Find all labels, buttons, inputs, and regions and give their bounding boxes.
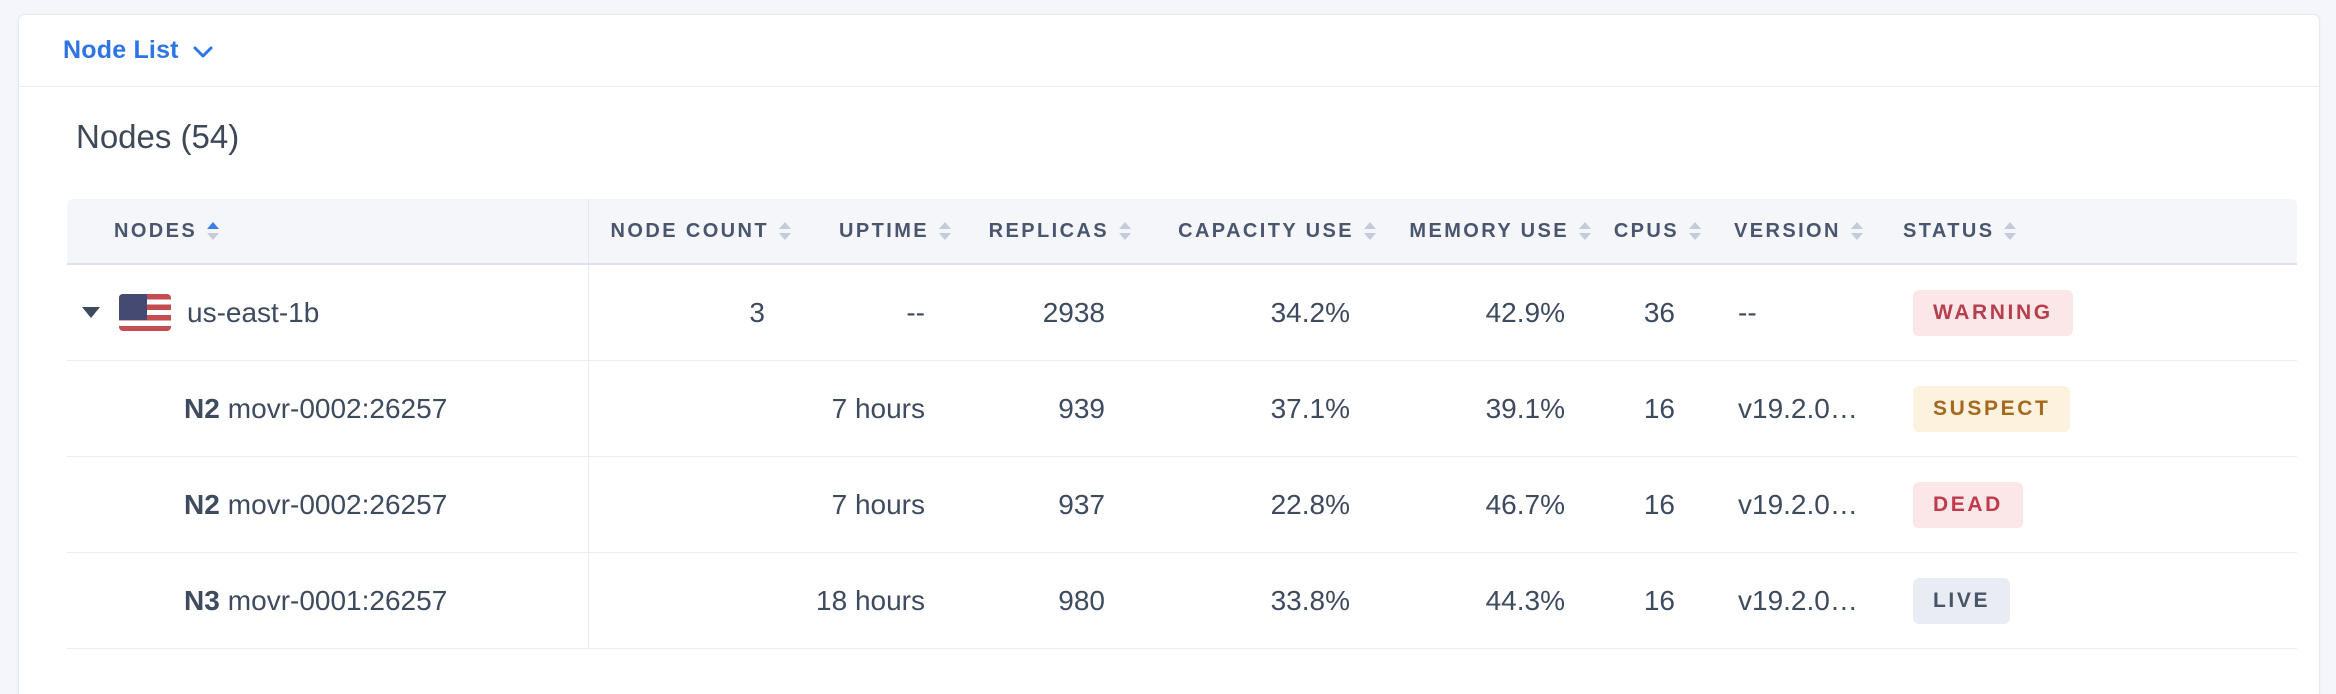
cell-uptime: 18 hours bbox=[816, 584, 925, 616]
column-header-nodes[interactable]: NODES bbox=[67, 199, 589, 263]
node-id: N3 bbox=[184, 584, 220, 616]
table-row-region: us-east-1b 3 -- 2938 34.2% 42.9% 36 -- W… bbox=[67, 265, 2297, 361]
cell-version: -- bbox=[1738, 296, 1757, 328]
column-header-node-count[interactable]: NODE COUNT bbox=[589, 199, 791, 263]
column-label: UPTIME bbox=[839, 219, 929, 242]
collapse-caret-icon[interactable] bbox=[82, 307, 100, 318]
cell-status: WARNING bbox=[1891, 265, 2297, 360]
cell-capacity-use: 33.8% bbox=[1270, 584, 1350, 616]
table-row-node: N3 movr-0001:26257 18 hours 980 33.8% 44… bbox=[67, 553, 2297, 649]
node-address: movr-0002:26257 bbox=[227, 488, 448, 520]
sort-icon[interactable] bbox=[207, 222, 220, 240]
cell-capacity-use: 37.1% bbox=[1270, 392, 1350, 424]
cell-node-count: 3 bbox=[749, 296, 765, 328]
sort-icon[interactable] bbox=[2004, 222, 2017, 240]
nodes-table: NODES NODE COUNT UPTIME REPLICAS CAPACIT… bbox=[67, 199, 2297, 649]
column-header-uptime[interactable]: UPTIME bbox=[791, 199, 951, 263]
region-name: us-east-1b bbox=[187, 296, 320, 328]
cell-version: v19.2.0… bbox=[1738, 392, 1858, 424]
cell-uptime: -- bbox=[906, 296, 925, 328]
status-badge: LIVE bbox=[1913, 577, 2011, 624]
cell-cpus: 16 bbox=[1643, 584, 1675, 616]
page-title: Nodes (54) bbox=[76, 118, 240, 155]
sort-icon[interactable] bbox=[1364, 222, 1376, 240]
status-badge: DEAD bbox=[1913, 481, 2023, 528]
table-row-node: N2 movr-0002:26257 7 hours 937 22.8% 46.… bbox=[67, 457, 2297, 553]
cell-status: SUSPECT bbox=[1891, 361, 2297, 456]
cell-cpus: 16 bbox=[1643, 488, 1675, 520]
cell-version: v19.2.0… bbox=[1738, 488, 1858, 520]
sort-icon[interactable] bbox=[1579, 222, 1591, 240]
column-header-capacity-use[interactable]: CAPACITY USE bbox=[1131, 199, 1376, 263]
sort-icon[interactable] bbox=[1689, 222, 1701, 240]
cell-node-count bbox=[589, 361, 791, 456]
cell-cpus: 36 bbox=[1643, 296, 1675, 328]
column-header-memory-use[interactable]: MEMORY USE bbox=[1376, 199, 1591, 263]
cell-memory-use: 42.9% bbox=[1485, 296, 1565, 328]
node-list-card: Node List Nodes (54) NODES NODE COUNT UP… bbox=[18, 14, 2320, 694]
cell-uptime: 7 hours bbox=[831, 488, 925, 520]
sort-icon[interactable] bbox=[779, 222, 791, 240]
breadcrumb: Node List bbox=[19, 15, 2319, 87]
cell-region-name: us-east-1b bbox=[67, 265, 589, 360]
cell-node-name: N3 movr-0001:26257 bbox=[67, 553, 589, 648]
column-header-replicas[interactable]: REPLICAS bbox=[951, 199, 1131, 263]
cell-memory-use: 44.3% bbox=[1485, 584, 1565, 616]
cell-uptime: 7 hours bbox=[831, 392, 925, 424]
cell-version: v19.2.0… bbox=[1738, 584, 1858, 616]
cell-memory-use: 46.7% bbox=[1485, 488, 1565, 520]
column-label: STATUS bbox=[1903, 219, 1995, 242]
cell-capacity-use: 34.2% bbox=[1270, 296, 1350, 328]
status-badge: SUSPECT bbox=[1913, 385, 2071, 432]
cell-node-count bbox=[589, 553, 791, 648]
cell-cpus: 16 bbox=[1643, 392, 1675, 424]
cell-replicas: 939 bbox=[1058, 392, 1105, 424]
breadcrumb-label: Node List bbox=[63, 36, 179, 64]
cell-node-name: N2 movr-0002:26257 bbox=[67, 457, 589, 552]
column-label: NODES bbox=[114, 219, 198, 242]
column-label: CAPACITY USE bbox=[1178, 219, 1354, 242]
cell-replicas: 980 bbox=[1058, 584, 1105, 616]
column-header-version[interactable]: VERSION bbox=[1701, 199, 1891, 263]
cell-replicas: 2938 bbox=[1042, 296, 1105, 328]
cell-replicas: 937 bbox=[1058, 488, 1105, 520]
table-header-row: NODES NODE COUNT UPTIME REPLICAS CAPACIT… bbox=[67, 199, 2297, 265]
column-label: VERSION bbox=[1734, 219, 1841, 242]
cell-status: DEAD bbox=[1891, 457, 2297, 552]
node-id: N2 bbox=[184, 392, 220, 424]
sort-icon[interactable] bbox=[939, 222, 951, 240]
cell-status: LIVE bbox=[1891, 553, 2297, 648]
sort-icon[interactable] bbox=[1119, 222, 1131, 240]
breadcrumb-node-list[interactable]: Node List bbox=[63, 36, 214, 65]
node-address: movr-0001:26257 bbox=[227, 584, 448, 616]
column-header-cpus[interactable]: CPUS bbox=[1591, 199, 1701, 263]
column-label: MEMORY USE bbox=[1409, 219, 1569, 242]
status-badge: WARNING bbox=[1913, 289, 2073, 336]
cell-capacity-use: 22.8% bbox=[1270, 488, 1350, 520]
node-address: movr-0002:26257 bbox=[227, 392, 448, 424]
chevron-down-icon bbox=[193, 46, 213, 58]
column-label: NODE COUNT bbox=[610, 219, 769, 242]
table-row-node: N2 movr-0002:26257 7 hours 939 37.1% 39.… bbox=[67, 361, 2297, 457]
sort-icon[interactable] bbox=[1850, 222, 1863, 240]
us-flag-icon bbox=[119, 294, 171, 331]
cell-node-count bbox=[589, 457, 791, 552]
cell-memory-use: 39.1% bbox=[1485, 392, 1565, 424]
column-header-status[interactable]: STATUS bbox=[1891, 199, 2297, 263]
node-id: N2 bbox=[184, 488, 220, 520]
column-label: CPUS bbox=[1613, 219, 1679, 242]
cell-node-name: N2 movr-0002:26257 bbox=[67, 361, 589, 456]
column-label: REPLICAS bbox=[988, 219, 1109, 242]
